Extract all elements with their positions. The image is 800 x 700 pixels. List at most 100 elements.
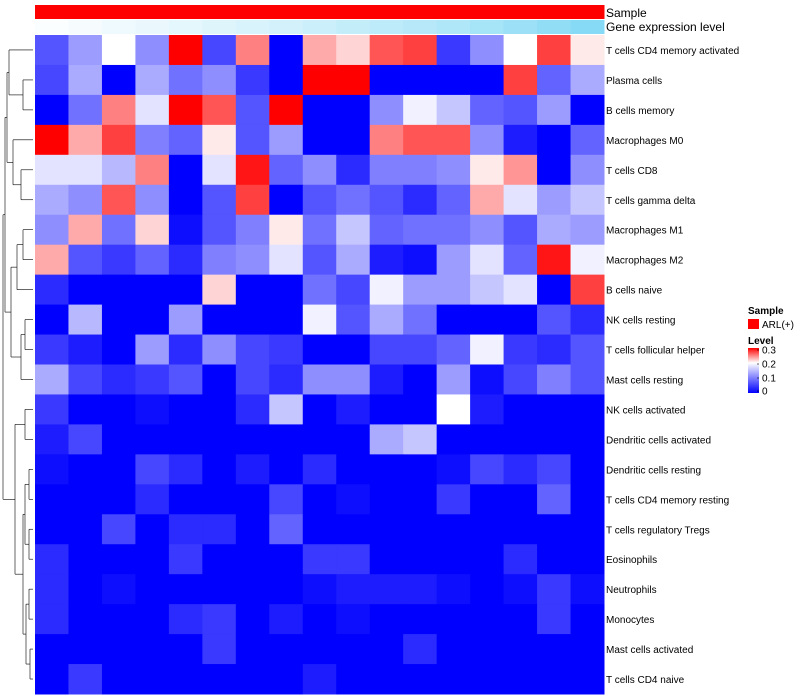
heatmap-cell — [302, 634, 337, 665]
row-label: Dendritic cells resting — [606, 465, 701, 476]
heatmap-cell — [235, 94, 270, 126]
heatmap-cell — [202, 634, 237, 665]
heatmap-cell — [101, 514, 136, 545]
heatmap-cell — [101, 35, 136, 66]
heatmap-cell — [35, 304, 69, 336]
heatmap-cell — [403, 514, 438, 545]
heatmap-cell — [168, 604, 203, 635]
heatmap-cell — [470, 244, 505, 276]
heatmap-cell — [269, 274, 304, 306]
heatmap-cell — [35, 124, 69, 156]
heatmap-cell — [470, 64, 505, 96]
heatmap-cell — [369, 154, 404, 186]
heatmap-cell — [168, 544, 203, 575]
gene-expression-annotation-cell — [202, 20, 237, 34]
heatmap-cells — [35, 35, 605, 695]
heatmap-cell — [336, 64, 371, 96]
row-label: NK cells activated — [606, 405, 685, 416]
heatmap-cell — [269, 364, 304, 395]
heatmap-cell — [202, 154, 237, 186]
heatmap-cell — [35, 154, 69, 186]
sample-annotation-cell — [436, 5, 471, 19]
heatmap-cell — [202, 184, 237, 216]
heatmap-cell — [369, 214, 404, 246]
heatmap-cell — [369, 304, 404, 336]
heatmap-cell — [68, 304, 103, 336]
heatmap-cell — [168, 574, 203, 605]
heatmap-cell — [436, 544, 471, 575]
heatmap-cell — [336, 394, 371, 425]
sample-annotation-cell — [202, 5, 237, 19]
sample-annotation-cell — [135, 5, 170, 19]
heatmap-cell — [503, 154, 538, 186]
heatmap-cell — [235, 274, 270, 306]
heatmap-cell — [135, 64, 170, 96]
heatmap-cell — [269, 544, 304, 575]
heatmap-cell — [570, 574, 605, 605]
heatmap-cell — [403, 454, 438, 485]
heatmap-cell — [35, 274, 69, 306]
heatmap-cell — [35, 514, 69, 545]
heatmap-cell — [269, 664, 304, 695]
heatmap-cell — [302, 274, 337, 306]
heatmap-cell — [269, 604, 304, 635]
heatmap-cell — [470, 334, 505, 365]
heatmap-cell — [235, 214, 270, 246]
heatmap-cell — [168, 244, 203, 276]
heatmap-cell — [436, 334, 471, 365]
heatmap-cell — [269, 124, 304, 156]
heatmap-cell — [470, 274, 505, 306]
heatmap-cell — [135, 574, 170, 605]
gene-expression-annotation-cell — [336, 20, 371, 34]
heatmap-cell — [503, 124, 538, 156]
heatmap-cell — [101, 94, 136, 126]
heatmap-cell — [68, 124, 103, 156]
heatmap-cell — [235, 364, 270, 395]
heatmap-cell — [35, 634, 69, 665]
heatmap-cell — [403, 664, 438, 695]
heatmap-cell — [403, 35, 438, 66]
heatmap-cell — [436, 35, 471, 66]
heatmap-cell — [235, 514, 270, 545]
sample-annotation-cell — [168, 5, 203, 19]
gene-expression-annotation-cell — [403, 20, 438, 34]
legend-tick-label: 0.3 — [762, 346, 776, 357]
row-label: T cells CD8 — [606, 166, 658, 177]
heatmap-cell — [168, 124, 203, 156]
heatmap-cell — [202, 244, 237, 276]
heatmap-cell — [436, 154, 471, 186]
heatmap-cell — [570, 154, 605, 186]
heatmap-cell — [537, 364, 572, 395]
heatmap-cell — [503, 244, 538, 276]
heatmap-cell — [202, 364, 237, 395]
legend-level-title: Level — [748, 336, 774, 347]
heatmap-cell — [336, 574, 371, 605]
heatmap-cell — [369, 184, 404, 216]
heatmap-cell — [336, 94, 371, 126]
heatmap-cell — [503, 214, 538, 246]
heatmap-cell — [537, 334, 572, 365]
heatmap-cell — [503, 94, 538, 126]
heatmap-cell — [68, 64, 103, 96]
heatmap-cell — [101, 664, 136, 695]
row-labels: T cells CD4 memory activated Plasma cells… — [606, 46, 739, 686]
heatmap-cell — [68, 574, 103, 605]
heatmap-cell — [168, 274, 203, 306]
heatmap-cell — [202, 574, 237, 605]
heatmap-cell — [503, 64, 538, 96]
heatmap-cell — [503, 424, 538, 455]
heatmap-cell — [135, 634, 170, 665]
heatmap-cell — [35, 544, 69, 575]
heatmap-cell — [68, 424, 103, 455]
heatmap-cell — [369, 664, 404, 695]
heatmap-cell — [503, 304, 538, 336]
heatmap-cell — [570, 64, 605, 96]
heatmap-cell — [135, 244, 170, 276]
heatmap-cell — [168, 394, 203, 425]
heatmap-cell — [68, 484, 103, 515]
heatmap-cell — [168, 35, 203, 66]
heatmap-cell — [135, 544, 170, 575]
heatmap-cell — [168, 94, 203, 126]
heatmap-cell — [470, 124, 505, 156]
